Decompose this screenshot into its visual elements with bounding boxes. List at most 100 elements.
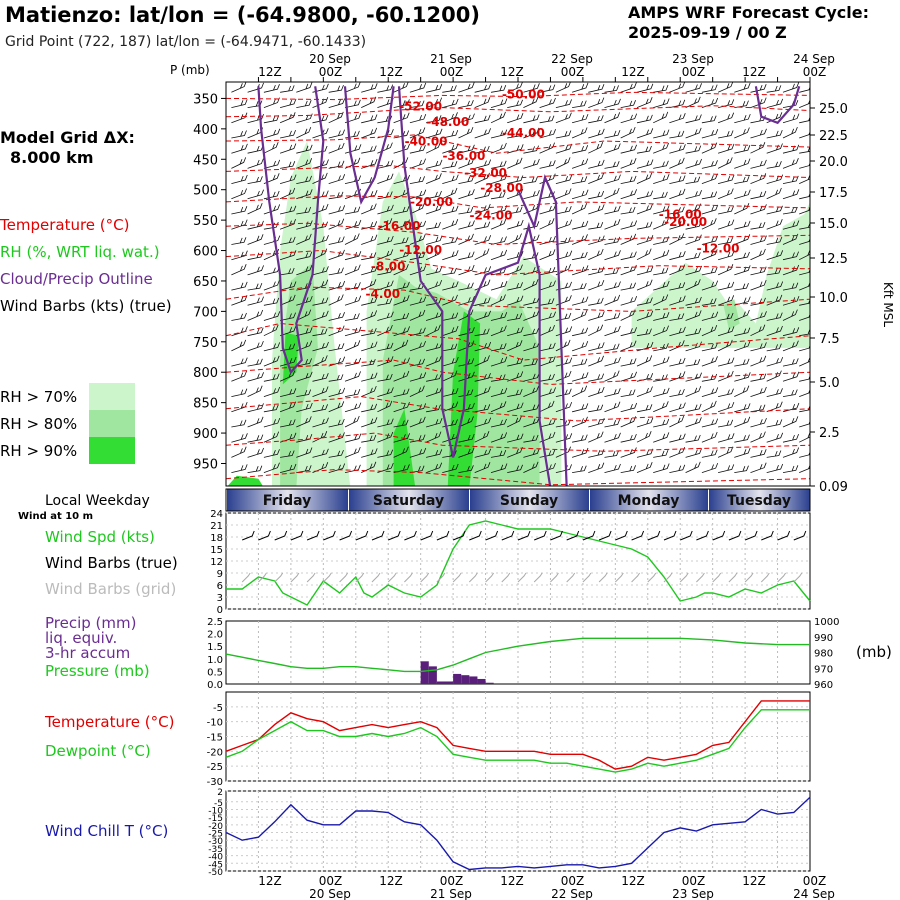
temperature-contour-label: -4.00 [366,287,401,301]
pressure-tick-label: 750 [193,336,218,351]
grid-label: Model Grid ΔX: [0,128,135,147]
precip-y-tick-label: 1.5 [207,642,223,653]
windchill-panel: Wind Chill T (°C) 2-5-10-15-20-25-30-35-… [45,788,811,878]
temperature-line [225,700,810,770]
temperature-contour-line [226,286,810,312]
bottom-date-label: 24 Sep [793,887,835,900]
precip-y-tick-label: 2.0 [207,630,223,641]
wind-barbs-profile [231,82,810,473]
panel-y-tick-label: 18 [210,533,223,544]
day-cell [227,489,348,511]
weekday-title: Local Weekday [45,493,150,509]
windchill-y-tick-label: -10 [208,806,223,816]
rh90-area [282,332,299,385]
temperature-contour-line [226,105,810,118]
dewpoint-label: Dewpoint (°C) [45,742,151,760]
windchill-y-tick-label: -5 [214,799,223,809]
windchill-label: Wind Chill T (°C) [45,822,168,840]
windchill-line [225,796,811,871]
panel-y-tick-label: 3 [217,593,223,604]
cloud-outline-line [343,86,395,205]
precip-bar [445,681,454,684]
panel-y-tick-label: 24 [210,509,223,520]
pressure-tick-label: 850 [193,397,218,412]
rh70-area [631,201,810,348]
panel-y-tick-label: 6 [217,581,223,592]
cross-section-panel: P (mb) Kft MSL 12Z 00Z 12Z 00Z 12Z 00Z 12Z 00Z 1… [170,52,895,495]
temperature-contour-label: -12.00 [399,243,442,257]
top-time-tick-label: 12Z [621,65,645,79]
pressure-y-tick-label: 1000 [814,617,839,628]
windchill-y-tick-label: 2 [217,788,223,798]
pressure-tick-label: 450 [193,153,218,168]
temperature-contour-label: -8.00 [371,260,406,274]
precip-bar [461,675,470,684]
temperature-contour-label: -44.00 [502,126,545,140]
windchill-y-tick-label: -50 [208,868,223,878]
bottom-time-tick-label: 00Z [682,874,706,888]
panel-y-tick-label: -30 [207,777,223,788]
temperature-contour-label: -48.00 [426,115,469,129]
top-time-tick-label: 12Z [379,65,403,79]
precip-y-tick-label: 2.5 [207,617,223,628]
kft-tick-label: 7.5 [819,332,840,347]
grid-value: 8.000 km [10,148,94,167]
pressure-unit-label: (mb) [856,643,892,661]
precip-label-1: Precip (mm) [45,614,136,632]
rh70-swatch [89,383,135,410]
temperature-contour-line [226,469,810,486]
pressure-y-tick-label: 970 [814,664,833,675]
panel-y-tick-label: -5 [213,703,223,714]
panel-y-tick-label: 0 [217,605,223,616]
kft-tick-label: 20.0 [819,155,848,170]
bottom-time-tick-label: 12Z [621,874,645,888]
panel-y-tick-label: -25 [207,762,223,773]
day-cell [470,489,589,511]
bottom-time-tick-label: 12Z [500,874,524,888]
temperature-contour-line [226,359,810,385]
precip-bar [477,678,486,684]
cloud-outline [257,85,801,486]
precip-bar [436,681,445,684]
pressure-tick-label: 650 [193,275,218,290]
top-time-tick-label: 00Z [803,65,827,79]
rh80-area [723,299,740,330]
pressure-tick-label: 600 [193,245,218,260]
precip-bar [453,673,462,684]
bottom-time-tick-label: 12Z [258,874,282,888]
rh80-swatch [89,410,135,437]
kft-tick-label: 15.0 [819,217,848,232]
wind-speed-label: Wind Spd (kts) [45,528,155,546]
precip-y-tick-label: 0.5 [207,667,223,678]
top-date-label: 24 Sep [793,52,835,66]
temperature-contour-line [226,134,810,154]
pressure-tick-label: 400 [193,123,218,138]
windchill-y-tick-label: -20 [208,822,223,832]
top-time-tick-label: 00Z [682,65,706,79]
cycle-title: AMPS WRF Forecast Cycle: [628,3,869,22]
cloud-outline-line [754,85,801,125]
temperature-contour-label: -40.00 [405,134,448,148]
temperature-contour-label: -52.00 [399,100,442,114]
panel-y-tick-label: -20 [207,747,223,758]
wind-barb-marks [231,82,810,473]
temperature-contour-label: -36.00 [442,149,485,163]
top-time-tick-label: 00Z [561,65,585,79]
bottom-time-tick-label: 12Z [742,874,766,888]
kft-tick-label: 22.5 [819,129,848,144]
bottom-time-tick-label: 00Z [803,874,827,888]
precip-bar [469,676,478,684]
windchill-y-tick-label: -30 [208,837,223,847]
pressure-line [225,637,810,673]
top-time-tick-label: 00Z [440,65,464,79]
temperature-contour-label: -20.00 [410,195,453,209]
pressure-y-tick-label: 980 [814,649,833,660]
temperature-contour-label: -12.00 [697,241,740,255]
top-time-tick-label: 00Z [319,65,343,79]
kft-tick-label: 10.0 [819,291,848,306]
temperature-contour-labels: -50.00 -52.00-48.00 -44.00 -40.00-36.00 -32.… [366,87,740,301]
day-bar-frame [225,488,811,512]
precip-bar [485,682,494,684]
